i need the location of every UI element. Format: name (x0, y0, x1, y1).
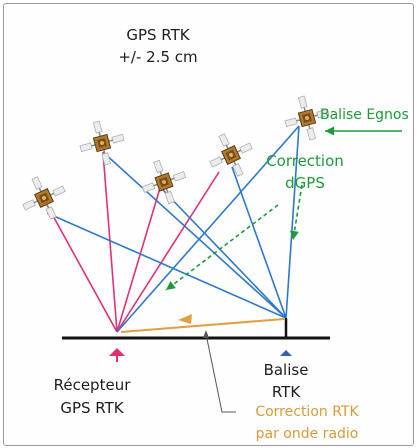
satellite-icon (14, 168, 74, 228)
rtk-correction-label-2: par onde radio (255, 426, 359, 442)
radio-callout-arrowhead (203, 330, 209, 338)
title-line-1: GPS RTK (126, 26, 190, 44)
dgps-correction-arrows (165, 130, 402, 291)
base-label-2: RTK (271, 383, 301, 401)
base-satellite-rays (46, 125, 300, 333)
satellite-icon (74, 115, 130, 171)
correction-dgps-label-1: Correction (266, 152, 344, 170)
base-marker (280, 350, 292, 356)
correction-dgps-label-2: dGPS (285, 174, 325, 192)
receiver-label-2: GPS RTK (60, 399, 124, 417)
radio-callout-line (205, 333, 236, 413)
receiver-satellite-rays (46, 151, 220, 333)
dgps-arrowhead (290, 230, 299, 240)
base-label-1: Balise (263, 361, 309, 379)
egnos-label: Balise Egnos (320, 107, 409, 123)
rtk-correction-label-1: Correction RTK (255, 404, 359, 420)
rtk-radio-correction (120, 314, 285, 333)
receiver-label-1: Récepteur (53, 376, 131, 394)
satellite-icon (135, 153, 193, 211)
dgps-arrowheads (166, 126, 334, 290)
satellite-icon (201, 125, 261, 185)
dgps-arrowhead (325, 126, 334, 136)
dgps-arrowhead (166, 280, 176, 290)
title-line-2: +/- 2.5 cm (118, 48, 198, 66)
receiver-marker (109, 348, 125, 356)
